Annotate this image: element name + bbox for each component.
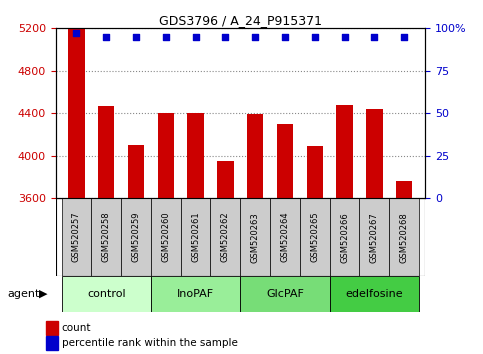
- Point: [400, 34, 408, 40]
- Bar: [61, 276, 151, 312]
- Point: [251, 34, 259, 40]
- Point: [192, 34, 199, 40]
- Bar: [98, 106, 114, 354]
- Bar: [277, 124, 293, 354]
- Text: GSM520267: GSM520267: [370, 212, 379, 263]
- Bar: [61, 198, 91, 276]
- Bar: [68, 28, 85, 354]
- Bar: [270, 198, 300, 276]
- Bar: [336, 105, 353, 354]
- Bar: [307, 146, 323, 354]
- Bar: [151, 276, 241, 312]
- Point: [162, 34, 170, 40]
- Text: percentile rank within the sample: percentile rank within the sample: [62, 338, 238, 348]
- Bar: [211, 198, 241, 276]
- Bar: [330, 276, 419, 312]
- Point: [72, 30, 80, 36]
- Point: [281, 34, 289, 40]
- Bar: [359, 198, 389, 276]
- Text: GSM520266: GSM520266: [340, 212, 349, 263]
- Text: GSM520264: GSM520264: [281, 212, 289, 263]
- Bar: [241, 276, 330, 312]
- Bar: [157, 113, 174, 354]
- Point: [370, 34, 378, 40]
- Text: GSM520257: GSM520257: [72, 212, 81, 263]
- Point: [311, 34, 319, 40]
- Text: InoPAF: InoPAF: [177, 289, 214, 299]
- Bar: [396, 181, 412, 354]
- Text: GSM520265: GSM520265: [310, 212, 319, 263]
- Text: count: count: [62, 323, 91, 333]
- Bar: [217, 161, 234, 354]
- Bar: [300, 198, 330, 276]
- Text: GSM520268: GSM520268: [399, 212, 409, 263]
- Text: ▶: ▶: [39, 289, 47, 299]
- Text: GSM520258: GSM520258: [102, 212, 111, 263]
- Text: GSM520261: GSM520261: [191, 212, 200, 263]
- Bar: [91, 198, 121, 276]
- Bar: [389, 198, 419, 276]
- Bar: [330, 198, 359, 276]
- Point: [132, 34, 140, 40]
- Text: control: control: [87, 289, 126, 299]
- Bar: [187, 113, 204, 354]
- Bar: [181, 198, 211, 276]
- Point: [341, 34, 348, 40]
- Title: GDS3796 / A_24_P915371: GDS3796 / A_24_P915371: [159, 14, 322, 27]
- Bar: [151, 198, 181, 276]
- Text: GSM520262: GSM520262: [221, 212, 230, 263]
- Text: agent: agent: [7, 289, 40, 299]
- Text: GSM520260: GSM520260: [161, 212, 170, 263]
- Bar: [241, 198, 270, 276]
- Bar: [247, 114, 263, 354]
- Text: GlcPAF: GlcPAF: [266, 289, 304, 299]
- Text: GSM520263: GSM520263: [251, 212, 260, 263]
- Bar: [366, 109, 383, 354]
- Point: [102, 34, 110, 40]
- Bar: [128, 145, 144, 354]
- Bar: [121, 198, 151, 276]
- Text: edelfosine: edelfosine: [345, 289, 403, 299]
- Text: GSM520259: GSM520259: [131, 212, 141, 262]
- Point: [222, 34, 229, 40]
